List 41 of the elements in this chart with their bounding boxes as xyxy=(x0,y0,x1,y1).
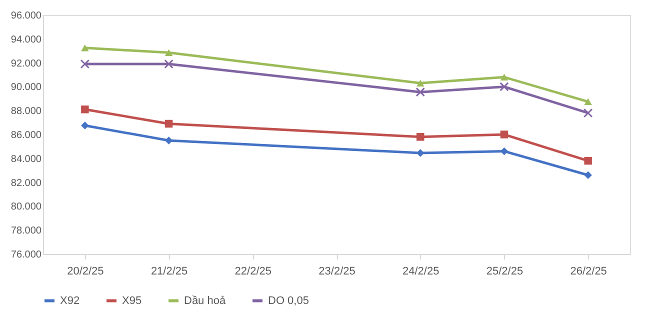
legend-label: X92 xyxy=(60,294,80,307)
point xyxy=(416,133,424,141)
point xyxy=(584,98,592,105)
x-tick-label: 25/2/25 xyxy=(486,266,524,278)
y-tick-label: 96.000 xyxy=(10,10,42,22)
point xyxy=(164,49,173,56)
point xyxy=(80,59,90,69)
point xyxy=(81,44,89,52)
point xyxy=(584,156,592,165)
point xyxy=(500,130,508,138)
y-tick-label: 94.000 xyxy=(10,34,42,46)
y-tick-label: 84.000 xyxy=(10,154,42,165)
y-tick-label: 80.000 xyxy=(10,202,42,213)
y-tick-label: 86.000 xyxy=(10,130,42,141)
point xyxy=(500,82,509,92)
y-tick-label: 82.000 xyxy=(10,178,42,189)
y-tick-label: 88.000 xyxy=(10,106,42,118)
y-tick-label: 78.000 xyxy=(10,226,42,237)
point xyxy=(416,87,425,97)
legend-label: X95 xyxy=(122,294,142,307)
point xyxy=(81,122,89,130)
point xyxy=(164,136,173,144)
point xyxy=(416,80,424,86)
point xyxy=(164,120,173,128)
point xyxy=(164,59,174,69)
point xyxy=(81,106,89,114)
y-tick-label: 76.000 xyxy=(10,250,42,260)
x-tick-label: 23/2/25 xyxy=(318,266,356,278)
legend-label: DO 0,05 xyxy=(268,294,309,307)
legend-label: Dầu hoả xyxy=(184,294,226,307)
point xyxy=(500,147,508,156)
x-tick-label: 26/2/25 xyxy=(570,266,607,278)
x-tick-label: 21/2/25 xyxy=(150,266,188,278)
y-tick-label: 92.000 xyxy=(10,58,42,70)
point xyxy=(583,108,593,118)
x-tick-label: 24/2/25 xyxy=(402,266,440,278)
y-tick-label: 90.000 xyxy=(10,82,42,94)
point xyxy=(584,171,592,180)
point xyxy=(500,74,508,80)
x-tick-label: 22/2/25 xyxy=(234,266,272,278)
x-tick-label: 20/2/25 xyxy=(67,266,104,278)
